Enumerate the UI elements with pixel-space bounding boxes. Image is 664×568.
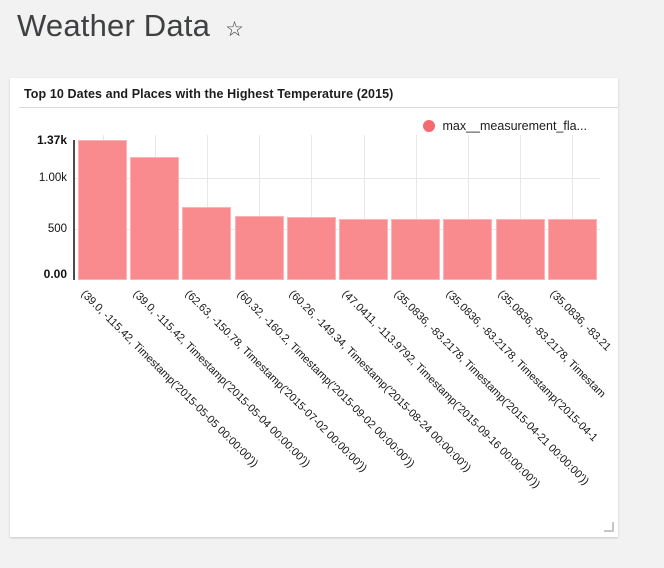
legend-dot-icon bbox=[423, 120, 436, 132]
x-axis-tick-label: (39.0, -115.42, Timestamp('2015-05-05 00… bbox=[78, 288, 260, 470]
title-divider bbox=[19, 107, 618, 108]
gridline-horizontal bbox=[73, 178, 600, 179]
y-axis-tick-label: 1.00k bbox=[38, 172, 67, 184]
gridline-vertical bbox=[520, 135, 522, 280]
x-axis-tick-label: (35.0836, -83.2178, Timestamp('2015-04-2… bbox=[391, 288, 591, 488]
gridline-vertical bbox=[363, 135, 365, 280]
gridline-vertical bbox=[259, 135, 261, 280]
bar[interactable] bbox=[495, 219, 545, 280]
gridline-vertical bbox=[467, 135, 469, 280]
gridline-vertical bbox=[572, 135, 574, 280]
y-axis-tick-label: 500 bbox=[47, 223, 67, 235]
y-axis-line bbox=[73, 140, 75, 280]
page-title: Weather Data bbox=[17, 8, 211, 43]
bar[interactable] bbox=[391, 219, 441, 280]
bar[interactable] bbox=[286, 216, 336, 280]
gridline-horizontal bbox=[73, 229, 600, 230]
chart-title: Top 10 Dates and Places with the Highest… bbox=[24, 87, 394, 101]
y-axis-tick-label: 1.37k bbox=[36, 133, 67, 148]
legend-label: max__measurement_fla... bbox=[442, 119, 587, 133]
legend-item[interactable]: max__measurement_fla... bbox=[423, 119, 587, 133]
bar[interactable] bbox=[443, 219, 493, 280]
y-axis-tick-label: 0.00 bbox=[43, 267, 67, 281]
x-axis-tick-label: (60.26, -149.34, Timestamp('2015-08-24 0… bbox=[286, 288, 474, 475]
bar[interactable] bbox=[130, 156, 180, 280]
x-axis-tick-label: (39.0, -115.42, Timestamp('2015-05-04 00… bbox=[130, 288, 312, 470]
resize-handle-icon[interactable] bbox=[604, 522, 614, 532]
x-axis-tick-label: (47.0411, -113.9792, Timestamp('2015-09-… bbox=[339, 288, 542, 491]
x-axis-tick-label: (60.32, -160.2, Timestamp('2015-09-02 00… bbox=[234, 288, 417, 471]
gridline-vertical bbox=[311, 135, 313, 280]
bar[interactable] bbox=[547, 219, 597, 280]
chart-card: Top 10 Dates and Places with the Highest… bbox=[10, 78, 618, 537]
bar[interactable] bbox=[234, 215, 284, 280]
bar[interactable] bbox=[339, 219, 388, 280]
x-axis-tick-label: (62.63, -150.78, Timestamp('2015-07-02 0… bbox=[182, 288, 369, 475]
favorite-star-icon[interactable]: ☆ bbox=[225, 17, 244, 41]
bar[interactable] bbox=[78, 140, 127, 280]
x-axis-tick-label: (35.0836, -83.2178, Timestam bbox=[495, 288, 608, 401]
page-header: Weather Data ☆ bbox=[17, 8, 244, 44]
bar-chart: 0.00 500 1.00k 1.37k (39.0, -115.42, Timesta… bbox=[10, 78, 618, 537]
bar[interactable] bbox=[182, 206, 232, 280]
gridline-vertical bbox=[415, 135, 417, 280]
